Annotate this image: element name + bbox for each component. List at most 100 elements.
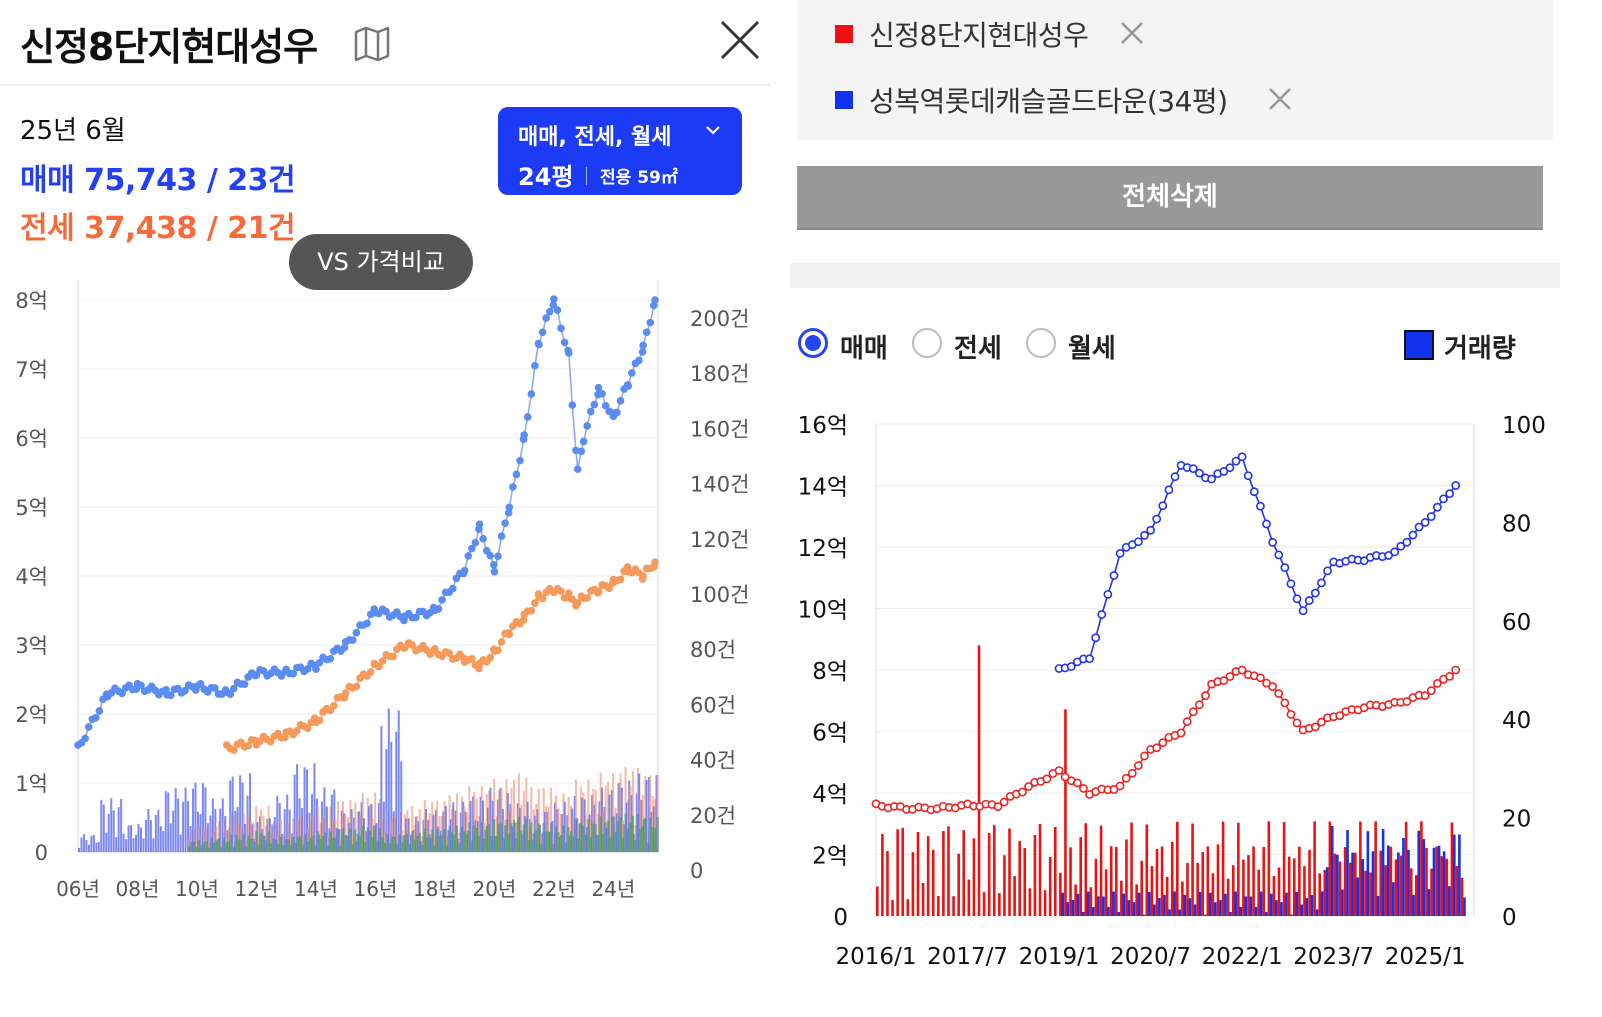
volume-bar-monthly (589, 837, 592, 852)
volume-bar-sale (553, 802, 556, 852)
volume-bar-monthly (391, 836, 394, 852)
compare-legend: 신정8단지현대성우 성복역롯데캐슬골드타운(34평) (797, 0, 1553, 140)
volume-bar-monthly (304, 834, 307, 852)
volume-bar-monthly (460, 827, 463, 852)
volume-bar-jeonse (324, 808, 327, 852)
vs-compare-button[interactable]: VS 가격비교 (289, 234, 473, 290)
volume-bar-red (1313, 821, 1316, 916)
volume-bar-sale (174, 788, 177, 852)
y2-tick-label: 100건 (690, 583, 749, 607)
volume-bar-red (952, 896, 955, 916)
y2-tick-label: 0 (690, 859, 703, 883)
data-point (448, 584, 457, 593)
remove-icon[interactable] (1267, 86, 1293, 112)
delete-all-button[interactable]: 전체삭제 (797, 166, 1543, 230)
volume-bar-jeonse (237, 824, 240, 852)
volume-bar-sale (556, 809, 559, 852)
data-point (1317, 578, 1326, 588)
volume-bar-blue (1336, 854, 1339, 916)
volume-bar-red (1099, 825, 1103, 916)
data-point (1225, 463, 1235, 473)
radio-monthly[interactable]: 월세 (1026, 328, 1146, 364)
volume-bar-blue (1219, 900, 1222, 916)
volume-bar-blue (1366, 831, 1370, 916)
volume-bar-red (1359, 821, 1362, 916)
volume-bar-sale (370, 804, 373, 852)
volume-bar-blue (1356, 877, 1359, 916)
volume-bar-monthly (188, 845, 191, 852)
volume-bar-sale (382, 801, 385, 852)
map-icon[interactable] (352, 24, 392, 64)
volume-bar-monthly (555, 826, 558, 852)
volume-bar-sale (610, 789, 613, 852)
volume-bar-jeonse (441, 815, 444, 852)
volume-bar-sale (251, 824, 254, 852)
data-point (1292, 594, 1302, 604)
filter-dropdown[interactable]: 매매, 전세, 월세 24평 전용 59㎡ (498, 107, 742, 195)
volume-bar-monthly (245, 846, 248, 852)
volume-bar-blue (1412, 894, 1415, 916)
y2-tick-label: 40건 (690, 749, 736, 773)
data-point (1323, 566, 1332, 576)
volume-bar-jeonse (587, 779, 590, 852)
volume-bar-jeonse (431, 801, 434, 852)
volume-bar-blue (1112, 891, 1115, 916)
volume-bar-monthly (200, 845, 203, 852)
volume-bar-sale (583, 799, 586, 852)
volume-bar-monthly (550, 823, 553, 852)
volume-bar-monthly (208, 847, 211, 852)
volume-bar-red (1328, 821, 1332, 916)
data-point (1439, 494, 1448, 504)
close-icon[interactable] (718, 18, 762, 62)
jeonse-summary: 전세 37,438 / 21건 (20, 211, 296, 246)
volume-bar-jeonse (641, 795, 644, 852)
volume-bar-sale (477, 821, 480, 852)
volume-bar-red (1353, 852, 1357, 916)
volume-bar-sale (623, 824, 626, 852)
y2-tick-label: 140건 (690, 473, 749, 497)
volume-bar-monthly (389, 843, 392, 852)
volume-bar-red (1165, 876, 1169, 916)
volume-bar-blue (1193, 904, 1197, 916)
radio-button[interactable] (798, 328, 828, 358)
volume-bar-sale (196, 811, 199, 852)
data-point (329, 702, 338, 710)
volume-bar-blue (1158, 898, 1161, 916)
radio-button[interactable] (1026, 328, 1056, 358)
volume-checkbox[interactable] (1404, 330, 1434, 360)
volume-bar-monthly (433, 845, 436, 852)
data-point (490, 561, 498, 569)
volume-bar-sale (313, 763, 316, 852)
volume-bar-monthly (540, 843, 543, 852)
volume-bar-jeonse (364, 830, 367, 852)
volume-bar-sale (541, 832, 544, 852)
volume-bar-red (1435, 846, 1438, 916)
volume-bar-sale (521, 834, 524, 852)
volume-bar-monthly (510, 823, 513, 852)
volume-bar-jeonse (589, 819, 592, 852)
remove-icon[interactable] (1119, 20, 1145, 46)
data-point (226, 690, 235, 698)
volume-bar-red (1074, 884, 1077, 916)
volume-bar-red (1369, 872, 1372, 916)
radio-jeonse[interactable]: 전세 (912, 328, 1032, 364)
volume-bar-jeonse (287, 823, 290, 852)
data-point (366, 668, 375, 676)
data-point (92, 713, 100, 722)
volume-bar-sale (474, 820, 477, 852)
volume-toggle[interactable]: 거래량 (1404, 328, 1534, 364)
volume-bar-jeonse (339, 838, 342, 852)
volume-bar-monthly (406, 833, 409, 852)
volume-bar-jeonse (349, 800, 352, 852)
volume-bar-monthly (403, 834, 406, 852)
volume-bar-jeonse (240, 825, 243, 852)
volume-bar-red (1211, 873, 1215, 916)
radio-sale[interactable]: 매매 (798, 328, 998, 364)
volume-bar-monthly (371, 837, 374, 852)
data-point (84, 723, 93, 731)
volume-bar-monthly (198, 840, 201, 852)
volume-bar-monthly (574, 819, 577, 852)
volume-bar-monthly (411, 831, 414, 852)
radio-button[interactable] (912, 328, 942, 358)
volume-bar-jeonse (473, 792, 476, 852)
